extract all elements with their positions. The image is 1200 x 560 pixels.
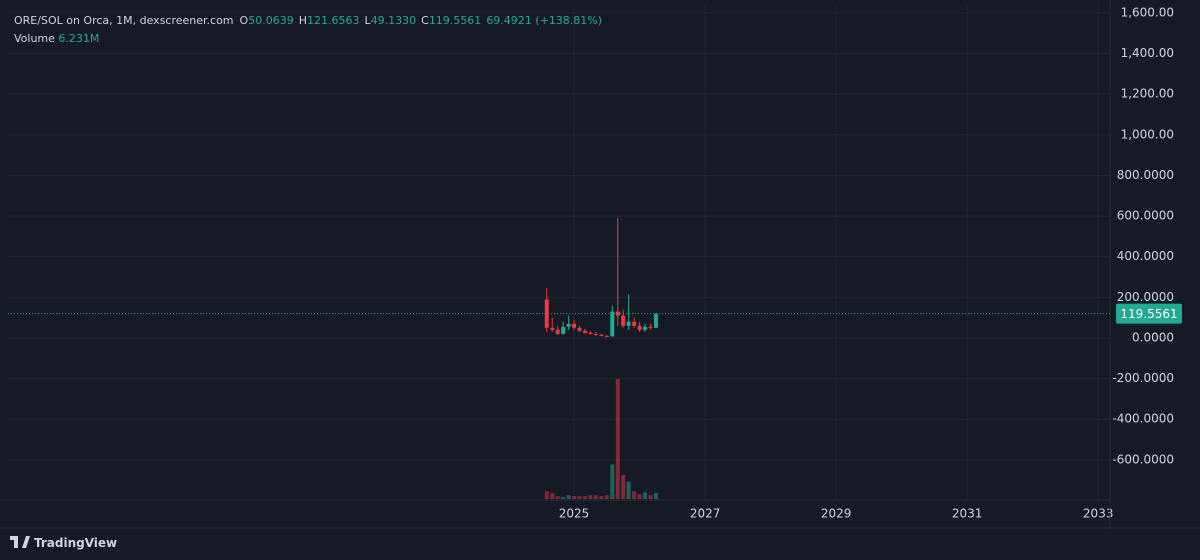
field-value: 50.0639 — [248, 14, 294, 27]
candle-body — [626, 321, 631, 326]
volume-bar — [588, 495, 593, 499]
volume-bar — [626, 481, 631, 499]
volume-bar — [604, 495, 609, 499]
volume-bar — [653, 493, 658, 499]
plot-background — [0, 0, 1200, 530]
volume-bar — [577, 496, 582, 499]
y-tick-label: -600.0000 — [1112, 452, 1174, 466]
legend-row: ORE/SOL on Orca, 1M, dexscreener.com O50.… — [14, 12, 607, 30]
field-label: O — [239, 14, 249, 27]
volume-bar — [572, 496, 577, 499]
x-tick-label: 2025 — [559, 507, 590, 521]
last-price-box — [1116, 303, 1182, 324]
brand[interactable]: TradingView — [10, 536, 117, 550]
volume-bar — [583, 496, 588, 499]
candle-body — [544, 299, 549, 328]
y-tick-label: 800.0000 — [1117, 168, 1174, 182]
volume-bar — [593, 495, 598, 499]
legend-row: Volume 6.231M — [14, 30, 607, 48]
candle-body — [593, 333, 598, 335]
volume-bar — [599, 496, 604, 499]
candle-body — [610, 311, 615, 337]
y-tick-label: 200.0000 — [1117, 290, 1174, 304]
volume-bar — [648, 495, 653, 499]
x-tick-label: 2031 — [952, 507, 983, 521]
y-tick-label: 400.0000 — [1117, 249, 1174, 263]
ohlc-fields: O50.0639 H121.6563 L49.1330 C119.5561 — [240, 14, 487, 27]
field-label: H — [298, 14, 307, 27]
brand-logo — [10, 536, 30, 548]
y-tick-label: 1,000.00 — [1121, 127, 1174, 141]
volume-bar — [615, 379, 620, 499]
candle-body — [599, 334, 604, 336]
candle-body — [555, 329, 560, 334]
candle-body — [566, 323, 571, 327]
candle-body — [648, 326, 653, 328]
candle-body — [621, 315, 626, 326]
volume-bar — [555, 496, 560, 499]
candle-body — [550, 327, 555, 330]
volume-bar — [561, 497, 566, 499]
field-label: L — [364, 14, 371, 27]
volume-bar — [637, 494, 642, 499]
volume-bar — [550, 493, 555, 499]
x-tick-label: 2029 — [821, 507, 852, 521]
candle-body — [643, 326, 648, 330]
candle-body — [588, 332, 593, 334]
legend: ORE/SOL on Orca, 1M, dexscreener.com O50.… — [14, 12, 607, 48]
volume-bar — [544, 491, 549, 499]
candle-body — [561, 326, 566, 334]
candle-body — [604, 335, 609, 337]
x-tick-label: 2027 — [690, 507, 721, 521]
y-tick-label: 1,600.00 — [1121, 5, 1174, 19]
field-value: 121.6563 — [306, 14, 360, 27]
field-label: C — [421, 14, 429, 27]
candle-body — [577, 327, 582, 331]
field-value: 119.5561 — [428, 14, 482, 27]
volume-label: Volume — [14, 32, 55, 45]
y-tick-label: 600.0000 — [1117, 209, 1174, 223]
y-tick-label: -400.0000 — [1112, 412, 1174, 426]
change: 69.4921 (+138.81%) — [486, 14, 603, 27]
candle-body — [653, 313, 658, 328]
symbol: ORE/SOL on Orca, 1M, dexscreener.com — [14, 14, 234, 27]
x-tick-label: 2033 — [1083, 507, 1114, 521]
volume-bar — [610, 464, 615, 499]
y-tick-label: 1,400.00 — [1121, 46, 1174, 60]
candle-body — [572, 323, 577, 328]
volume-bar — [621, 475, 626, 499]
field-value: 49.1330 — [370, 14, 417, 27]
y-tick-label: 0.0000 — [1132, 330, 1174, 344]
volume-bar — [566, 495, 571, 499]
candle-body — [637, 325, 642, 330]
volume-value: 6.231M — [58, 32, 100, 45]
y-tick-label: 1,200.00 — [1121, 87, 1174, 101]
brand-name: TradingView — [34, 536, 118, 550]
candle-body — [632, 321, 637, 326]
y-tick-label: -200.0000 — [1112, 371, 1174, 385]
volume-bar — [632, 491, 637, 499]
candle-body — [583, 330, 588, 333]
volume-bar — [643, 492, 648, 499]
last-price-label: 119.5561 — [1120, 307, 1177, 321]
